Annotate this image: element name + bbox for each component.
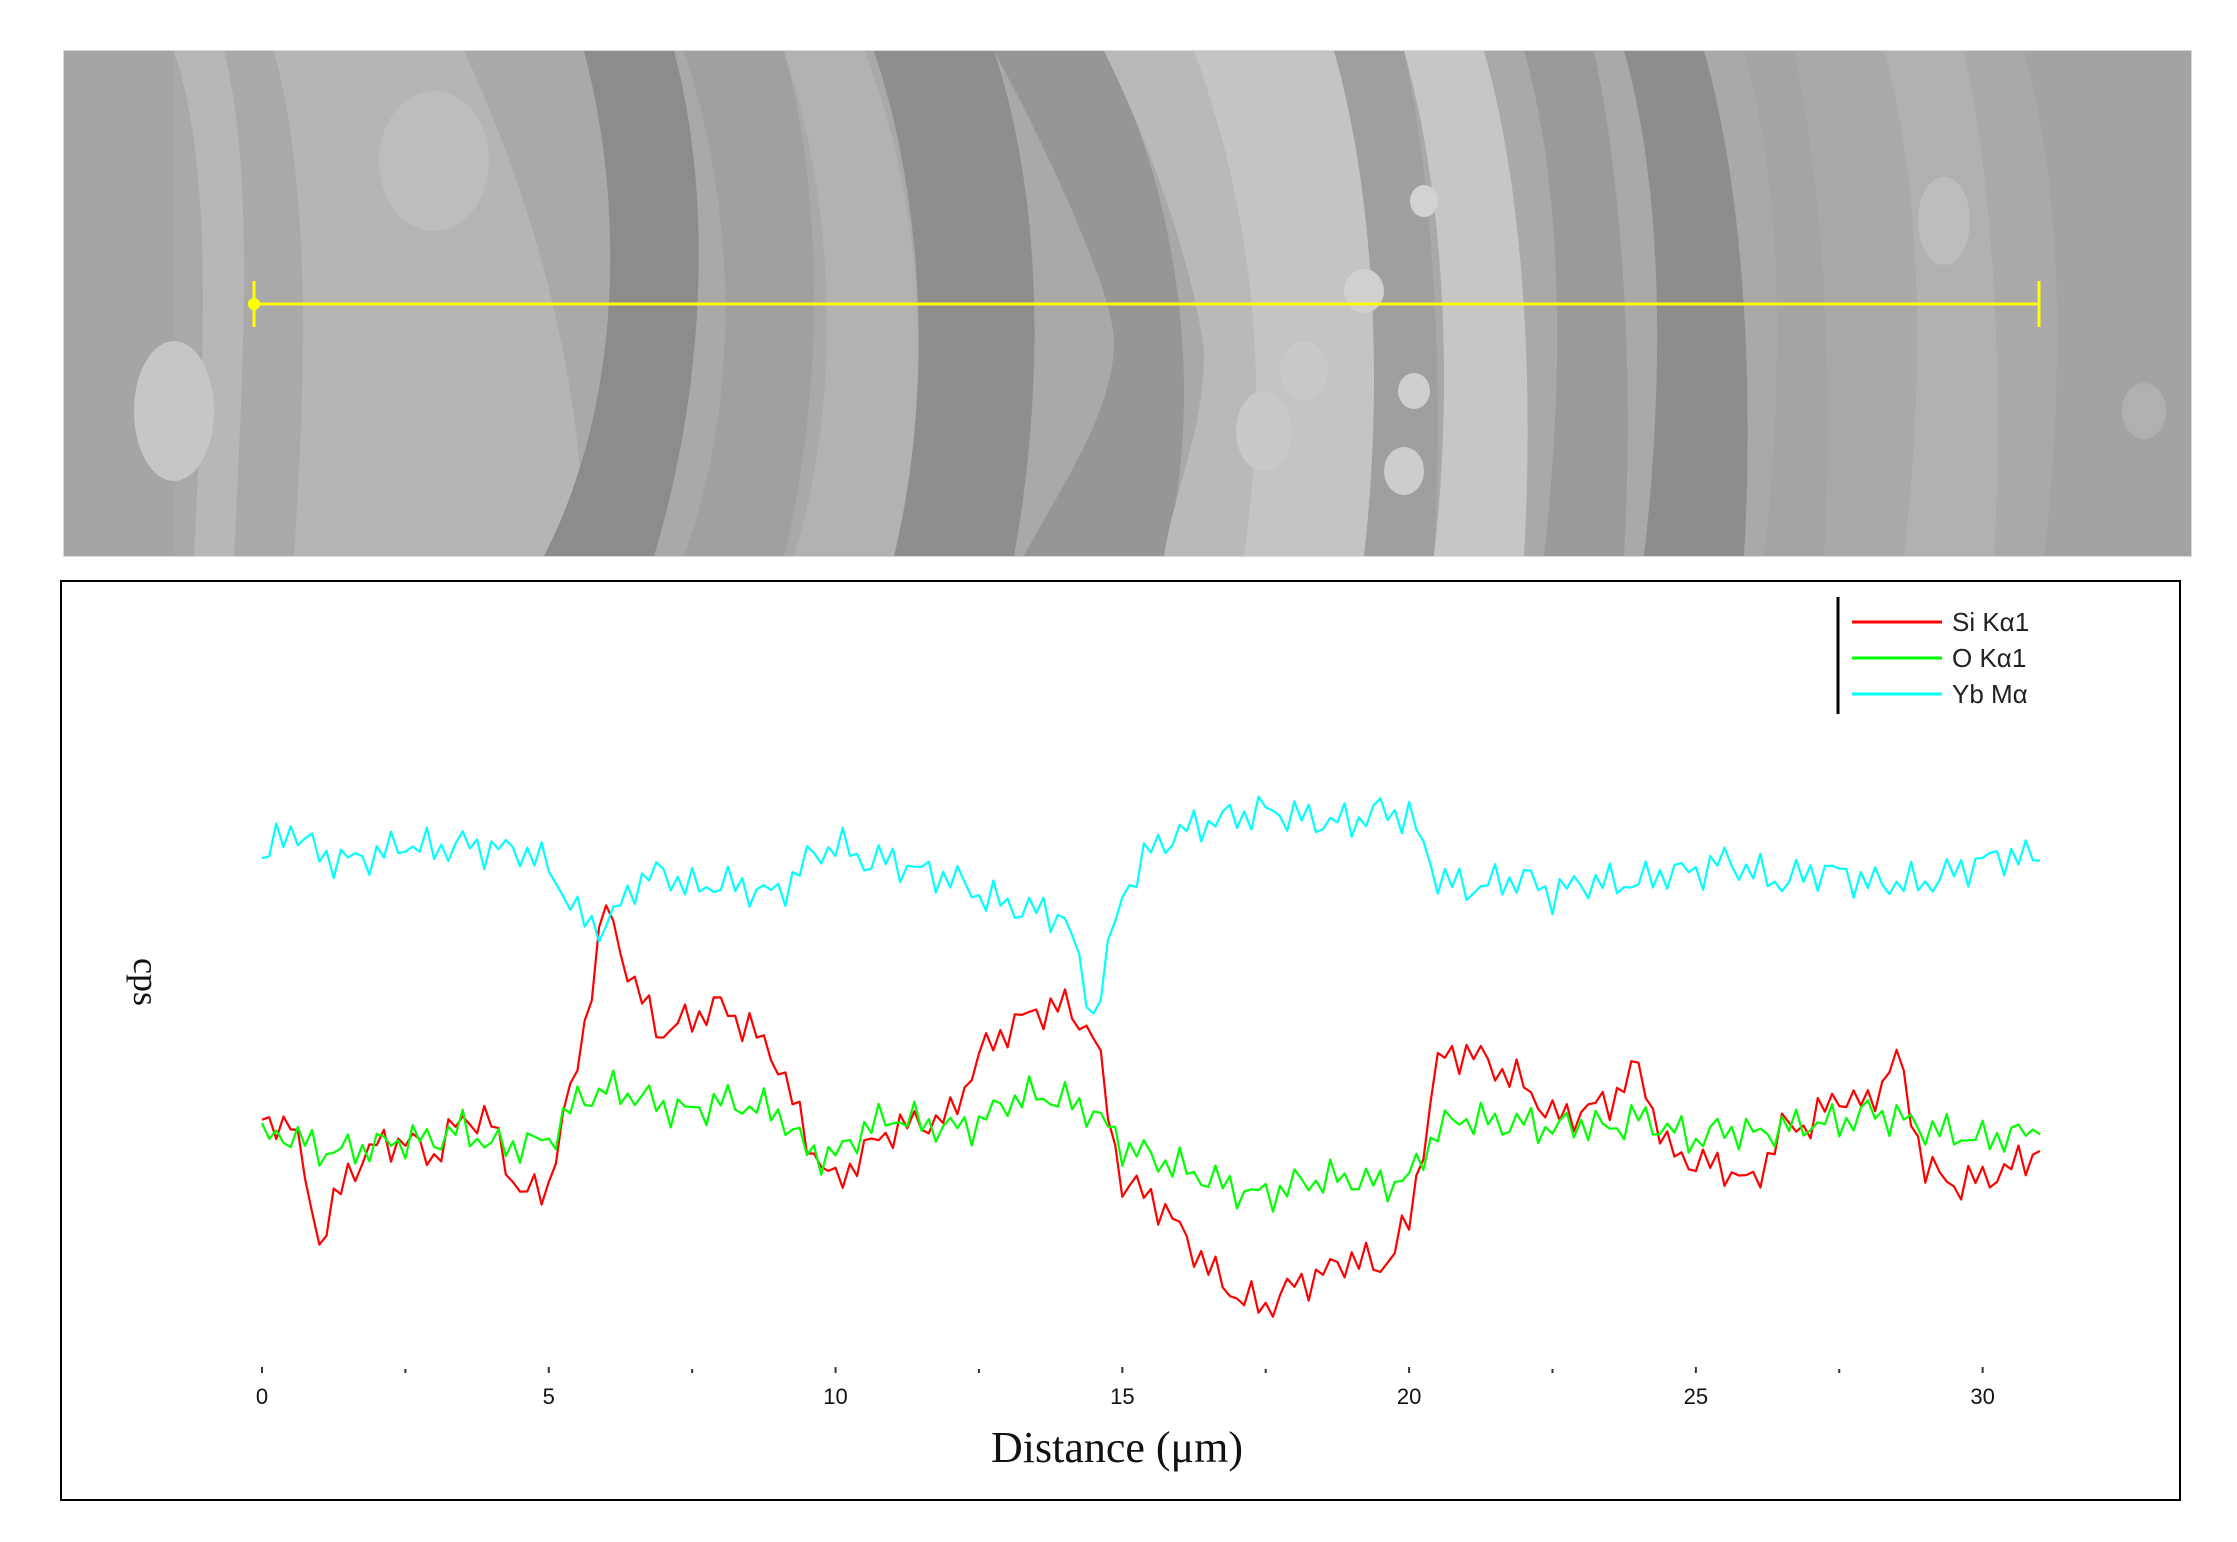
- legend-label-o: O Kα1: [1952, 643, 2026, 673]
- x-axis-label: Distance (μm): [991, 1423, 1243, 1472]
- x-tick-label: 20: [1397, 1384, 1421, 1409]
- plot-frame: 0 5 10 15 20 25 30 cps Distance (μm) Si Kα1 O K…: [60, 580, 2181, 1501]
- series-line-yb: [261, 795, 2041, 1015]
- legend-label-yb: Yb Mα: [1952, 679, 2028, 709]
- scan-line-start-marker: [248, 298, 260, 310]
- x-tick-label: 10: [823, 1384, 847, 1409]
- x-tick-label: 0: [256, 1384, 268, 1409]
- series-line-si: [261, 904, 2041, 1318]
- sem-micrograph: [63, 50, 2192, 557]
- series-layer: [261, 795, 2041, 1318]
- x-tick-label: 5: [543, 1384, 555, 1409]
- x-tick-label: 30: [1970, 1384, 1994, 1409]
- line-profile-chart: 0 5 10 15 20 25 30 cps Distance (μm) Si Kα1 O K…: [126, 597, 2041, 1472]
- legend-label-si: Si Kα1: [1952, 607, 2029, 637]
- y-axis-label: cps: [126, 958, 166, 1006]
- x-tick-label: 25: [1684, 1384, 1708, 1409]
- x-axis: 0 5 10 15 20 25 30: [256, 1367, 2032, 1409]
- x-tick-label: 15: [1110, 1384, 1134, 1409]
- legend: Si Kα1 O Kα1 Yb Mα: [1836, 597, 2029, 714]
- series-line-o: [261, 1069, 2041, 1213]
